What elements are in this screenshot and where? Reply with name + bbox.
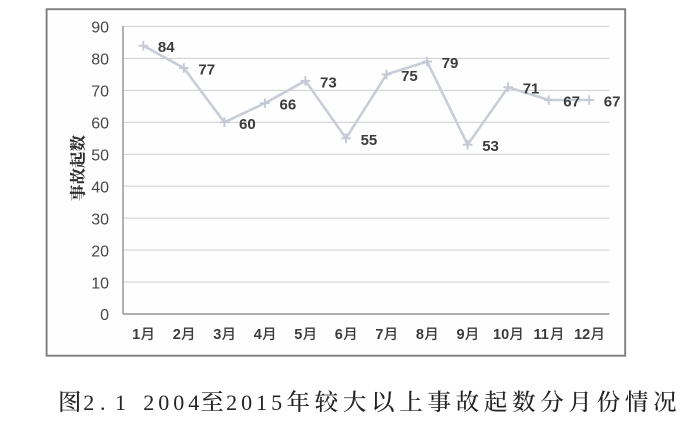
svg-text:73: 73 (320, 74, 337, 91)
svg-text:11: 11 (534, 327, 549, 343)
svg-text:77: 77 (198, 62, 215, 79)
svg-text:9: 9 (457, 327, 465, 343)
svg-text:10: 10 (493, 327, 509, 343)
svg-text:60: 60 (91, 116, 109, 133)
svg-text:0: 0 (173, 390, 184, 415)
svg-text:12: 12 (574, 327, 590, 343)
svg-text:20: 20 (91, 243, 109, 260)
svg-text:80: 80 (91, 52, 109, 69)
svg-text:2: 2 (143, 390, 154, 415)
svg-text:1: 1 (256, 390, 267, 415)
svg-text:75: 75 (401, 68, 418, 85)
svg-text:50: 50 (91, 148, 109, 165)
svg-text:0: 0 (100, 307, 109, 324)
svg-text:2: 2 (226, 390, 237, 415)
svg-text:5: 5 (294, 327, 302, 343)
svg-text:7: 7 (375, 327, 383, 343)
svg-text:60: 60 (239, 116, 256, 133)
svg-text:40: 40 (91, 179, 109, 196)
svg-text:71: 71 (523, 81, 540, 98)
svg-text:.: . (100, 390, 106, 415)
svg-text:84: 84 (158, 39, 175, 56)
svg-text:8: 8 (416, 327, 424, 343)
svg-text:79: 79 (442, 55, 459, 72)
svg-text:90: 90 (91, 20, 109, 37)
svg-text:67: 67 (604, 94, 621, 111)
svg-text:1: 1 (132, 327, 140, 343)
svg-text:70: 70 (91, 84, 109, 101)
svg-text:30: 30 (91, 211, 109, 228)
svg-text:67: 67 (563, 94, 580, 111)
svg-text:0: 0 (158, 390, 169, 415)
svg-text:6: 6 (335, 327, 343, 343)
svg-text:5: 5 (271, 390, 282, 415)
svg-text:3: 3 (213, 327, 221, 343)
svg-text:4: 4 (188, 390, 199, 415)
svg-text:4: 4 (254, 327, 262, 343)
svg-text:1: 1 (115, 390, 126, 415)
svg-text:66: 66 (280, 97, 297, 114)
svg-text:55: 55 (361, 132, 378, 149)
svg-text:2: 2 (83, 390, 94, 415)
svg-text:2: 2 (173, 327, 181, 343)
svg-text:0: 0 (241, 390, 252, 415)
svg-text:10: 10 (91, 275, 109, 292)
svg-text:53: 53 (482, 138, 499, 155)
